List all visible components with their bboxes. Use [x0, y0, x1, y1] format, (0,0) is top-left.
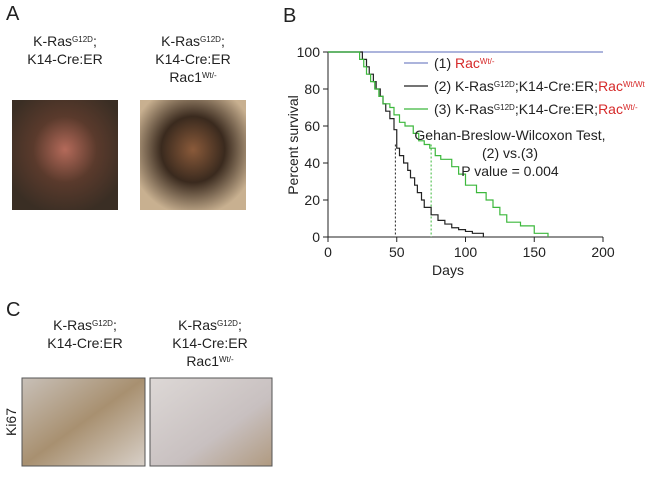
annotation: P value = 0.004 — [461, 163, 559, 179]
photo — [12, 100, 118, 210]
y-tick-label: 20 — [304, 192, 320, 208]
text-segment: Wt/- — [480, 57, 495, 66]
genotype-label: K14-Cre:ER — [155, 51, 230, 67]
x-tick-label: 50 — [389, 244, 405, 260]
text-segment: G12D — [494, 80, 515, 89]
genotype-label: K-RasG12D; — [178, 317, 242, 333]
y-tick-label: 80 — [304, 81, 320, 97]
text-segment: K14-Cre:ER — [172, 335, 247, 351]
genotype-label: Rac1Wt/- — [169, 69, 217, 85]
text-segment: ; — [221, 33, 225, 49]
panel-label: B — [283, 5, 296, 27]
y-axis-label: Percent survival — [285, 95, 301, 195]
text-segment: Rac — [455, 55, 480, 71]
y-tick-label: 0 — [312, 229, 320, 245]
text-segment: (2) K-Ras — [434, 78, 494, 94]
genotype-label: K14-Cre:ER — [172, 335, 247, 351]
text-segment: (3) K-Ras — [434, 101, 494, 117]
genotype-label: K-RasG12D; — [53, 317, 117, 333]
text-segment: G12D — [217, 319, 238, 328]
legend-entry: (2) K-RasG12D;K14-Cre:ER;RacWt/Wt — [434, 78, 646, 94]
text-segment: G12D — [494, 103, 515, 112]
text-segment: Wt/Wt — [623, 80, 646, 89]
text-segment: G12D — [92, 319, 113, 328]
panel-label: C — [6, 299, 20, 321]
text-segment: K-Ras — [161, 33, 200, 49]
genotype-label: K-RasG12D; — [161, 33, 225, 49]
text-segment: K-Ras — [53, 317, 92, 333]
genotype-label: Rac1Wt/- — [186, 353, 234, 369]
survival-curve — [328, 51, 484, 237]
photo — [140, 100, 246, 210]
text-segment: (1) — [434, 55, 455, 71]
text-segment: K-Ras — [33, 33, 72, 49]
text-segment: K14-Cre:ER — [27, 51, 102, 67]
text-segment: Wt/- — [219, 355, 234, 364]
text-segment: Rac1 — [169, 69, 202, 85]
text-segment: Rac — [598, 78, 623, 94]
text-segment: ; — [93, 33, 97, 49]
text-segment: Rac — [598, 101, 623, 117]
genotype-label: K14-Cre:ER — [47, 335, 122, 351]
text-segment: ;K14-Cre:ER; — [515, 78, 598, 94]
genotype-label: K14-Cre:ER — [27, 51, 102, 67]
text-segment: G12D — [72, 35, 93, 44]
survival-curve — [328, 51, 549, 237]
text-segment: ; — [113, 317, 117, 333]
x-tick-label: 0 — [324, 244, 332, 260]
text-segment: K-Ras — [178, 317, 217, 333]
y-tick-label: 40 — [304, 155, 320, 171]
stain-label: Ki67 — [3, 408, 19, 436]
text-segment: K14-Cre:ER — [47, 335, 122, 351]
text-segment: ;K14-Cre:ER; — [515, 101, 598, 117]
y-tick-label: 100 — [297, 44, 321, 60]
x-tick-label: 150 — [523, 244, 547, 260]
legend-entry: (1) RacWt/- — [434, 55, 495, 71]
x-tick-label: 100 — [454, 244, 478, 260]
x-tick-label: 200 — [591, 244, 615, 260]
text-segment: K14-Cre:ER — [155, 51, 230, 67]
annotation: Gehan-Breslow-Wilcoxon Test, — [414, 127, 605, 143]
text-segment: Wt/- — [623, 103, 638, 112]
legend-entry: (3) K-RasG12D;K14-Cre:ER;RacWt/- — [434, 101, 638, 117]
x-axis-label: Days — [432, 262, 464, 278]
y-tick-label: 60 — [304, 118, 320, 134]
annotation: (2) vs.(3) — [482, 145, 538, 161]
text-segment: G12D — [200, 35, 221, 44]
histology-image — [21, 377, 146, 467]
text-segment: Wt/- — [202, 71, 217, 80]
genotype-label: K-RasG12D; — [33, 33, 97, 49]
text-segment: ; — [238, 317, 242, 333]
histology-image — [149, 377, 273, 467]
panel-label: A — [6, 3, 20, 25]
text-segment: Rac1 — [186, 353, 219, 369]
